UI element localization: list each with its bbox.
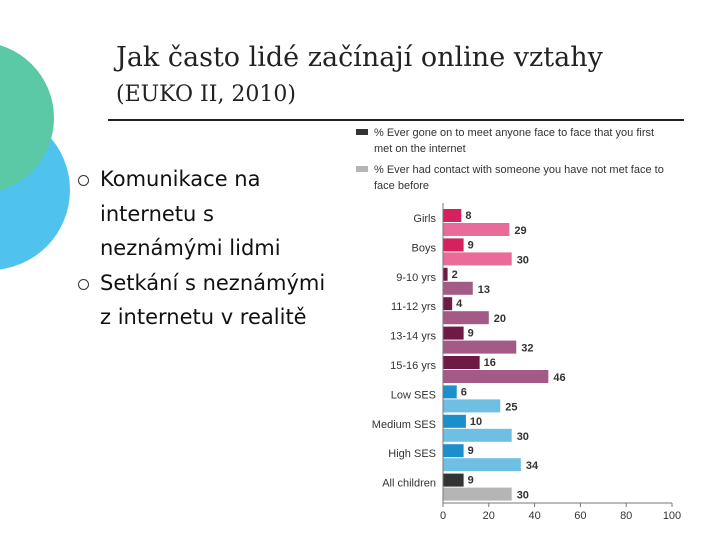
data-label-contact: 13 [478, 284, 490, 296]
category-label: 9-10 yrs [396, 272, 436, 284]
data-label-met: 9 [468, 328, 474, 340]
category-label: Medium SES [372, 419, 436, 431]
bar-contact [443, 487, 512, 501]
legend-swatch [356, 166, 368, 172]
x-tick-label: 0 [440, 510, 446, 522]
bar-contact [443, 340, 517, 354]
data-label-contact: 34 [526, 460, 539, 472]
x-tick-label: 40 [528, 510, 540, 522]
bullet-circle-icon [78, 175, 89, 186]
bar-met [443, 209, 462, 222]
legend-label: met on the internet [374, 143, 466, 155]
category-label: 13-14 yrs [390, 331, 436, 343]
category-label: Girls [413, 213, 436, 225]
data-label-met: 9 [468, 445, 474, 457]
data-label-contact: 20 [494, 313, 506, 325]
bar-met [443, 385, 457, 399]
bar-met [443, 297, 453, 311]
bar-contact [443, 428, 512, 442]
category-label: High SES [388, 448, 436, 460]
category-label: Boys [412, 242, 437, 254]
data-label-contact: 32 [521, 343, 533, 355]
category-label: Low SES [391, 389, 436, 401]
decorative-circles [0, 45, 70, 270]
bullet-list: Komunikace na internetu s neznámými lidm… [78, 162, 340, 335]
bar-contact [443, 311, 489, 325]
bar-met [443, 267, 448, 281]
data-label-met: 4 [456, 298, 463, 310]
legend-label: % Ever gone on to meet anyone face to fa… [374, 127, 654, 139]
green-circle [0, 45, 54, 191]
bullet-text: Komunikace na internetu s neznámými lidm… [100, 167, 281, 260]
bar-met [443, 444, 464, 458]
title-divider [108, 119, 684, 121]
data-label-met: 9 [468, 475, 474, 487]
data-label-contact: 46 [553, 372, 565, 384]
slide-title: Jak často lidé začínají online vztahy [116, 42, 603, 73]
x-tick-label: 20 [483, 510, 495, 522]
data-label-contact: 25 [505, 401, 517, 413]
bar-met [443, 326, 464, 340]
data-label-contact: 29 [514, 225, 526, 237]
data-label-met: 8 [465, 210, 471, 222]
data-label-met: 2 [452, 269, 458, 281]
data-label-contact: 30 [517, 490, 529, 502]
bullet-text: Setkání s neznámými z internetu v realit… [100, 270, 326, 330]
legend-label: face before [374, 180, 429, 192]
bullet-item: Komunikace na internetu s neznámými lidm… [78, 162, 340, 266]
x-tick-label: 100 [663, 510, 681, 522]
bar-contact [443, 223, 510, 236]
bar-met [443, 356, 480, 369]
data-label-contact: 30 [517, 431, 529, 443]
legend-label: % Ever had contact with someone you have… [374, 164, 664, 176]
bar-met [443, 414, 466, 428]
slide-subtitle: (EUKO II, 2010) [116, 82, 296, 107]
category-label: All children [382, 478, 436, 490]
bar-contact [443, 281, 473, 295]
bar-met [443, 238, 464, 252]
category-label: 15-16 yrs [390, 360, 436, 372]
bar-contact [443, 399, 501, 413]
bar-contact [443, 252, 512, 266]
data-label-met: 6 [461, 386, 467, 398]
data-label-contact: 30 [517, 254, 529, 266]
bullet-item: Setkání s neznámými z internetu v realit… [78, 266, 340, 335]
legend-swatch [356, 129, 368, 135]
bullet-circle-icon [78, 278, 89, 290]
x-tick-label: 60 [574, 510, 586, 522]
bar-contact [443, 458, 521, 472]
data-label-met: 9 [468, 239, 474, 251]
x-tick-label: 80 [620, 510, 632, 522]
bar-contact [443, 370, 549, 383]
bar-met [443, 473, 464, 487]
category-label: 11-12 yrs [391, 301, 437, 313]
data-label-met: 10 [470, 416, 482, 428]
data-label-met: 16 [484, 357, 496, 369]
